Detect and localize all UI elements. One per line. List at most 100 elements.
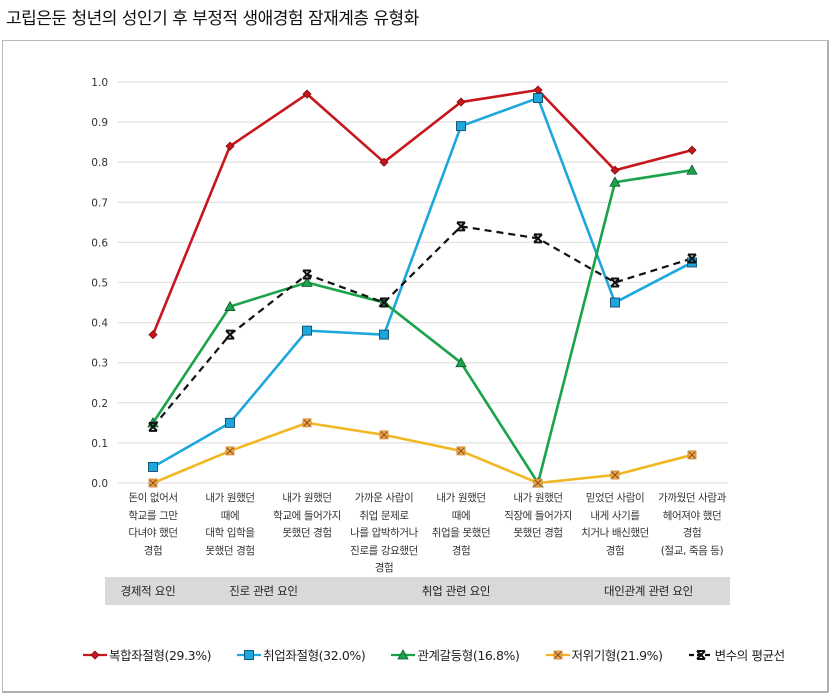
y-tick-label: 0.7: [91, 197, 108, 209]
series-lines: [151, 88, 693, 485]
category-group-label: 진로 관련 요인: [182, 577, 345, 605]
category-group-label: 취업 관련 요인: [336, 577, 576, 605]
data-point: [302, 89, 312, 99]
x-tick-label-line: 때에: [451, 509, 471, 522]
legend-label: 취업좌절형(32.0%): [263, 648, 366, 663]
x-tick-label-line: 못했던 경험: [205, 544, 255, 557]
y-tick-label: 0.5: [91, 278, 108, 290]
y-tick-label: 1.0: [91, 77, 108, 89]
y-tick-label: 0.0: [91, 478, 108, 490]
data-point: [302, 325, 312, 336]
x-tick-label-line: 치거나 배신했던: [581, 527, 649, 539]
x-tick-label: 돈이 없어서 학교를 그만 다녀야 했던 경험: [103, 490, 203, 560]
legend-label: 복합좌절형(29.3%): [109, 648, 212, 663]
data-point: [533, 93, 543, 103]
y-tick-label: 0.8: [91, 157, 108, 169]
x-tick-label-line: 나를 압박하거나: [350, 527, 418, 539]
data-point: [148, 330, 158, 340]
chart-legend: 복합좌절형(29.3%) 취업좌절형(32.0%) 관계갈등형(16.8%) 저위기형…: [82, 645, 810, 664]
x-tick-label-line: 경험: [682, 527, 702, 539]
x-tick-label-line: 내가 원했던: [282, 492, 332, 504]
x-tick-label-line: 직장에 들어가지: [504, 509, 572, 522]
data-point: [533, 233, 543, 244]
legend-item: 관계갈등형(16.8%): [390, 645, 520, 664]
data-point: [456, 121, 466, 132]
series-line: [152, 96, 693, 469]
data-point: [224, 300, 236, 311]
data-point: [610, 277, 620, 288]
y-tick-label: 0.1: [91, 438, 108, 450]
legend-swatch-icon: [83, 649, 107, 660]
x-tick-label-line: (절교, 죽음 등): [660, 544, 724, 557]
y-tick-label: 0.2: [91, 398, 108, 410]
x-tick-label-line: 못했던 경험: [282, 527, 332, 539]
legend-item: 변수의 평균선: [688, 645, 785, 664]
chart-title: 고립은둔 청년의 성인기 후 부정적 생애경험 잠재계층 유형화: [6, 9, 419, 29]
series-line: [152, 421, 693, 485]
data-point: [302, 418, 312, 428]
data-point: [455, 356, 467, 368]
data-point: [225, 446, 235, 456]
data-point: [379, 157, 389, 167]
legend-label: 변수의 평균선: [714, 648, 786, 663]
x-tick-label-line: 가까웠던 사람과: [658, 492, 726, 504]
x-tick-label-line: 때에: [220, 509, 240, 522]
series-line: [152, 225, 693, 428]
x-tick-label-line: 대학 입학을: [205, 527, 255, 539]
data-point: [379, 297, 389, 308]
legend-item: 저위기형(21.9%): [545, 645, 663, 664]
data-point: [687, 145, 697, 155]
legend-swatch-icon: [237, 649, 262, 660]
data-point: [456, 97, 466, 107]
data-point: [609, 176, 621, 187]
y-tick-label: 0.4: [91, 318, 108, 330]
legend-item: 취업좌절형(32.0%): [236, 645, 366, 664]
data-point: [225, 417, 235, 428]
x-tick-label-line: 경험: [451, 544, 471, 557]
x-tick-label-line: 내게 사기를: [590, 509, 640, 522]
series-line: [151, 168, 693, 485]
category-group-label: 경제적 요인: [105, 577, 191, 605]
y-tick-label: 0.3: [91, 358, 108, 370]
x-tick-label-line: 못했던 경험: [513, 527, 563, 539]
x-tick-label-line: 경험: [374, 562, 394, 574]
data-point: [302, 269, 312, 280]
x-tick-label-line: 학교를 그만: [128, 509, 178, 522]
x-tick-label-line: 다녀야 했던: [128, 527, 178, 539]
x-tick-label-line: 취업 문제로: [359, 509, 409, 522]
series-line: [151, 88, 693, 336]
legend-swatch-icon: [688, 649, 713, 660]
x-tick-label-line: 진로를 강요했던: [350, 544, 418, 557]
category-group-label: 대인관계 관련 요인: [567, 577, 730, 605]
legend-swatch-icon: [391, 648, 416, 659]
legend-item: 복합좌절형(29.3%): [82, 645, 212, 664]
legend-label: 저위기형(21.9%): [571, 648, 663, 663]
series-markers: [147, 85, 698, 488]
gridlines: [118, 81, 728, 484]
x-tick-label-line: 믿었던 사람이: [585, 492, 645, 504]
data-point: [148, 462, 158, 472]
x-tick-label: 가까운 사람이 취업 문제로 나를 압박하거나 진로를 강요했던 경험: [334, 490, 434, 578]
data-point: [148, 478, 158, 488]
legend-label: 관계갈등형(16.8%): [417, 648, 520, 663]
data-point: [687, 253, 697, 264]
data-point: [148, 421, 158, 432]
data-point: [456, 446, 466, 456]
data-point: [610, 165, 620, 175]
x-tick-label-line: 내가 원했던: [205, 492, 255, 504]
x-tick-label: 내가 원했던 학교에 들어가지 못했던 경험: [257, 490, 357, 543]
data-point: [687, 450, 697, 460]
data-point: [610, 470, 620, 480]
y-axis-ticks: 0.0 0.1 0.2 0.3 0.4 0.5 0.6 0.7 0.8 0.9 1.0: [91, 77, 108, 490]
x-tick-label-line: 헤어져야 했던: [662, 509, 722, 522]
data-point: [379, 329, 389, 340]
x-tick-label-line: 경험: [605, 544, 625, 557]
data-point: [301, 276, 313, 287]
data-point: [686, 164, 698, 175]
data-point: [225, 141, 235, 151]
y-tick-label: 0.6: [91, 237, 108, 249]
x-tick-label-line: 취업을 못했던: [431, 527, 491, 539]
